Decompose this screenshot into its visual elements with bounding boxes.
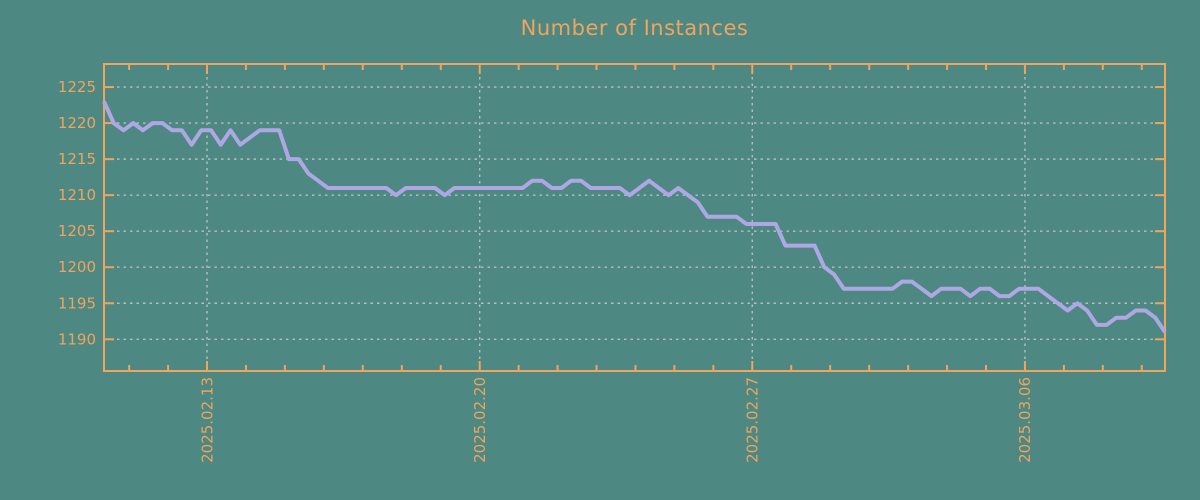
x-tick-label: 2025.03.06 xyxy=(1016,377,1034,463)
y-tick-label: 1220 xyxy=(58,114,96,132)
chart-title: Number of Instances xyxy=(520,16,749,40)
y-tick-label: 1190 xyxy=(58,330,96,348)
plot-border xyxy=(103,63,1166,372)
x-tick-label: 2025.02.27 xyxy=(744,377,762,463)
data-line xyxy=(102,100,1167,334)
y-tick-label: 1205 xyxy=(58,222,96,240)
x-tick-label: 2025.02.13 xyxy=(198,377,216,463)
y-tick-label: 1210 xyxy=(58,186,96,204)
y-tick-label: 1200 xyxy=(58,258,96,276)
y-tick-label: 1225 xyxy=(58,78,96,96)
x-tick-label: 2025.02.20 xyxy=(471,377,489,463)
y-tick-label: 1195 xyxy=(58,294,96,312)
y-tick-label: 1215 xyxy=(58,150,96,168)
